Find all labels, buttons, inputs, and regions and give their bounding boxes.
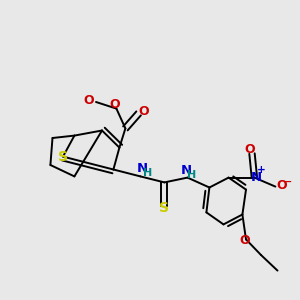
Text: O: O xyxy=(244,142,255,156)
Text: O: O xyxy=(83,94,94,107)
Text: N: N xyxy=(250,171,262,184)
Text: +: + xyxy=(256,165,266,175)
Text: O: O xyxy=(276,178,287,192)
Text: H: H xyxy=(143,168,152,178)
Text: N: N xyxy=(136,162,148,176)
Text: O: O xyxy=(110,98,120,111)
Text: S: S xyxy=(159,201,170,215)
Text: H: H xyxy=(188,169,196,180)
Text: S: S xyxy=(58,150,68,164)
Text: O: O xyxy=(239,234,250,248)
Text: O: O xyxy=(139,105,149,119)
Text: −: − xyxy=(283,177,293,187)
Text: N: N xyxy=(180,164,192,177)
